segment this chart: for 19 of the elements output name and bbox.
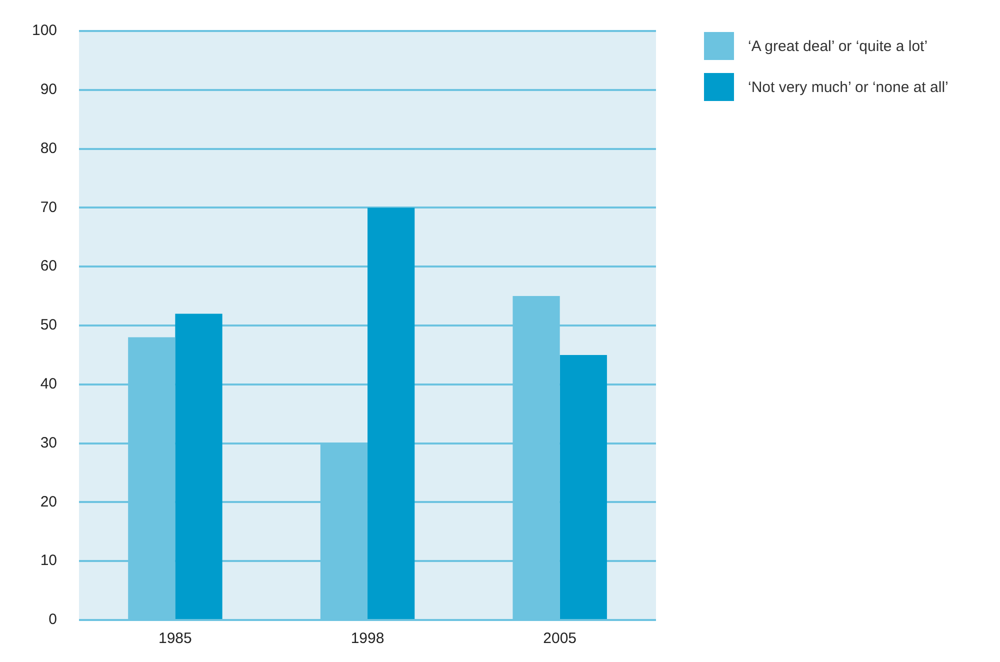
bar — [175, 314, 222, 619]
bar — [560, 354, 607, 619]
y-tick-label: 60 — [40, 258, 58, 275]
bar — [368, 208, 415, 619]
x-tick-label: 1985 — [158, 630, 192, 648]
y-tick-label: 90 — [40, 81, 58, 98]
y-tick-label: 80 — [40, 140, 58, 157]
legend-label: ‘Not very much’ or ‘none at all’ — [748, 78, 948, 96]
y-tick-label: 0 — [48, 611, 58, 628]
y-tick-label: 100 — [32, 22, 58, 40]
y-tick-label: 50 — [40, 316, 58, 334]
y-tick-label: 10 — [40, 552, 58, 570]
x-tick-label: 2005 — [543, 630, 577, 648]
legend-label: ‘A great deal’ or ‘quite a lot’ — [748, 38, 928, 54]
y-tick-label: 20 — [40, 493, 58, 510]
x-tick-label: 1998 — [350, 630, 384, 648]
y-tick-label: 30 — [40, 434, 58, 452]
y-tick-label: 40 — [40, 376, 58, 393]
y-tick-label: 70 — [40, 198, 58, 216]
